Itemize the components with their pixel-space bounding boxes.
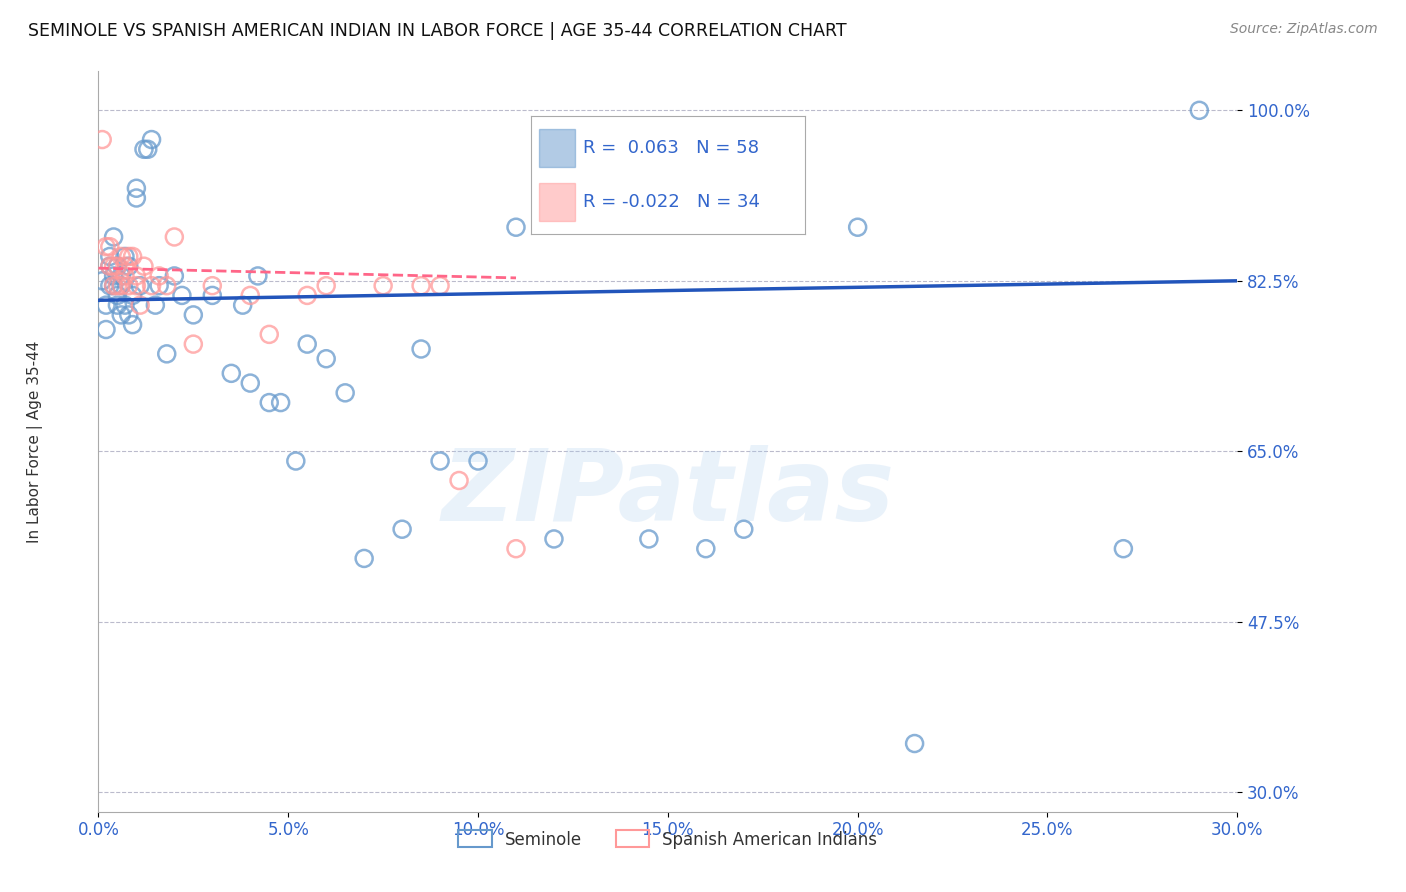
- Point: [98, 278, 121, 293]
- Point: [335, 385, 357, 400]
- Point: [118, 259, 141, 273]
- Point: [297, 288, 319, 302]
- Point: [148, 278, 170, 293]
- Legend: Seminole, Spanish American Indians: Seminole, Spanish American Indians: [451, 823, 884, 855]
- Point: [201, 288, 224, 302]
- Point: [156, 278, 179, 293]
- Point: [110, 250, 132, 264]
- Point: [239, 288, 262, 302]
- Point: [110, 278, 132, 293]
- Point: [118, 278, 141, 293]
- Point: [107, 278, 129, 293]
- Point: [904, 737, 927, 751]
- Point: [505, 541, 527, 556]
- Point: [98, 250, 121, 264]
- Point: [136, 142, 159, 156]
- Point: [315, 351, 337, 366]
- Point: [391, 522, 413, 536]
- Point: [638, 532, 661, 546]
- Point: [297, 337, 319, 351]
- Point: [141, 132, 163, 146]
- Point: [505, 220, 527, 235]
- Point: [114, 298, 136, 312]
- Point: [103, 278, 125, 293]
- Point: [94, 298, 117, 312]
- Text: Source: ZipAtlas.com: Source: ZipAtlas.com: [1230, 22, 1378, 37]
- Text: ZIPatlas: ZIPatlas: [441, 445, 894, 541]
- Point: [107, 259, 129, 273]
- Point: [98, 259, 121, 273]
- Point: [114, 250, 136, 264]
- Point: [114, 259, 136, 273]
- Point: [221, 367, 243, 381]
- Point: [107, 259, 129, 273]
- Point: [284, 454, 307, 468]
- Point: [183, 308, 205, 322]
- Point: [467, 454, 489, 468]
- Point: [125, 191, 148, 205]
- Point: [1188, 103, 1211, 118]
- Point: [449, 474, 471, 488]
- Point: [411, 278, 433, 293]
- Point: [201, 278, 224, 293]
- Point: [94, 240, 117, 254]
- Point: [145, 298, 167, 312]
- Point: [411, 342, 433, 356]
- Point: [103, 259, 125, 273]
- Point: [183, 337, 205, 351]
- Point: [107, 298, 129, 312]
- Point: [148, 268, 170, 283]
- Point: [110, 278, 132, 293]
- Point: [121, 288, 143, 302]
- Text: SEMINOLE VS SPANISH AMERICAN INDIAN IN LABOR FORCE | AGE 35-44 CORRELATION CHART: SEMINOLE VS SPANISH AMERICAN INDIAN IN L…: [28, 22, 846, 40]
- Point: [98, 259, 121, 273]
- Point: [371, 278, 394, 293]
- Point: [98, 240, 121, 254]
- Point: [429, 278, 451, 293]
- Point: [1112, 541, 1135, 556]
- Point: [353, 551, 375, 566]
- Point: [114, 268, 136, 283]
- Point: [91, 274, 114, 288]
- Point: [121, 250, 143, 264]
- Point: [695, 541, 717, 556]
- Point: [163, 230, 186, 244]
- Point: [141, 278, 163, 293]
- Point: [103, 230, 125, 244]
- Point: [156, 347, 179, 361]
- Point: [239, 376, 262, 390]
- Point: [125, 278, 148, 293]
- Point: [259, 395, 281, 409]
- Point: [132, 142, 155, 156]
- Point: [110, 268, 132, 283]
- Point: [259, 327, 281, 342]
- Point: [163, 268, 186, 283]
- Point: [107, 288, 129, 302]
- Point: [103, 268, 125, 283]
- Point: [270, 395, 292, 409]
- Point: [232, 298, 254, 312]
- Point: [125, 181, 148, 195]
- Point: [110, 308, 132, 322]
- Point: [733, 522, 755, 536]
- Point: [91, 132, 114, 146]
- Point: [846, 220, 869, 235]
- Point: [315, 278, 337, 293]
- Point: [94, 322, 117, 336]
- Y-axis label: In Labor Force | Age 35-44: In Labor Force | Age 35-44: [27, 341, 42, 542]
- Point: [543, 532, 565, 546]
- Point: [118, 250, 141, 264]
- Point: [103, 278, 125, 293]
- Point: [118, 308, 141, 322]
- Point: [132, 259, 155, 273]
- Point: [170, 288, 193, 302]
- Point: [129, 278, 152, 293]
- Point: [121, 318, 143, 332]
- Point: [429, 454, 451, 468]
- Point: [129, 298, 152, 312]
- Point: [125, 268, 148, 283]
- Point: [246, 268, 269, 283]
